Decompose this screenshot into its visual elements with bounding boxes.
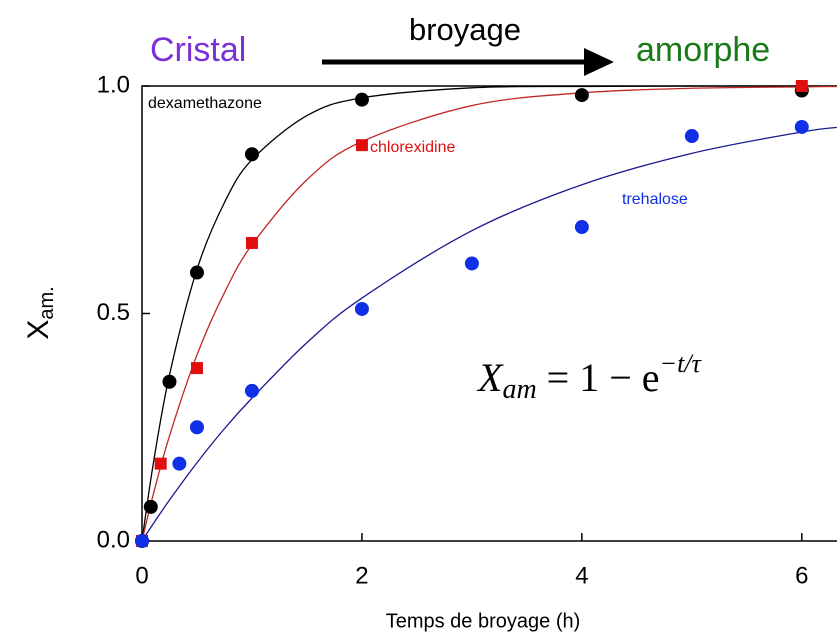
x-tick-label: 4 [575,562,588,589]
point [143,499,158,514]
y-tick-label: 0.5 [97,299,130,326]
x-tick-label: 2 [355,562,368,589]
point [574,88,589,103]
point [154,457,167,470]
annotation-right: amorphe [636,31,770,69]
series-label: dexamethazone [148,95,262,112]
y-axis-label: Xam. [22,286,58,339]
fit-curve [141,85,837,542]
point [795,80,808,92]
formula-main: X [476,355,504,400]
y-tick-label: 0.0 [97,526,130,553]
formula: Xam = 1 − e−t/τ [476,349,703,405]
x-axis-label: Temps de broyage (h) [386,610,581,632]
point [464,256,479,271]
point [354,92,369,107]
series-label: chlorexidine [370,139,455,156]
x-tick-label: 6 [795,562,808,589]
point [172,456,187,471]
point [245,236,258,249]
y-tick-label: 1.0 [97,71,130,98]
x-tick-label: 0 [135,562,148,589]
point [189,420,204,435]
formula-sub: am [502,374,536,405]
formula-sup: −t/τ [660,349,703,378]
formula-rest: = 1 − e [537,355,660,400]
point [162,374,177,389]
point [355,139,368,152]
point [354,301,369,316]
point [189,265,204,280]
point [794,119,809,134]
point [244,147,259,162]
point [684,129,699,144]
y-axis-label-main: X [22,320,55,340]
point [244,383,259,398]
fit-curve [141,126,837,542]
annotation-left: Cristal [150,31,246,69]
point [190,362,203,375]
point [135,534,149,548]
arrow-head [584,48,614,76]
series-label: trehalose [622,191,688,208]
y-axis-label-sub: am. [36,286,58,319]
annotation-arrow: broyage [409,12,521,47]
point [574,220,589,235]
